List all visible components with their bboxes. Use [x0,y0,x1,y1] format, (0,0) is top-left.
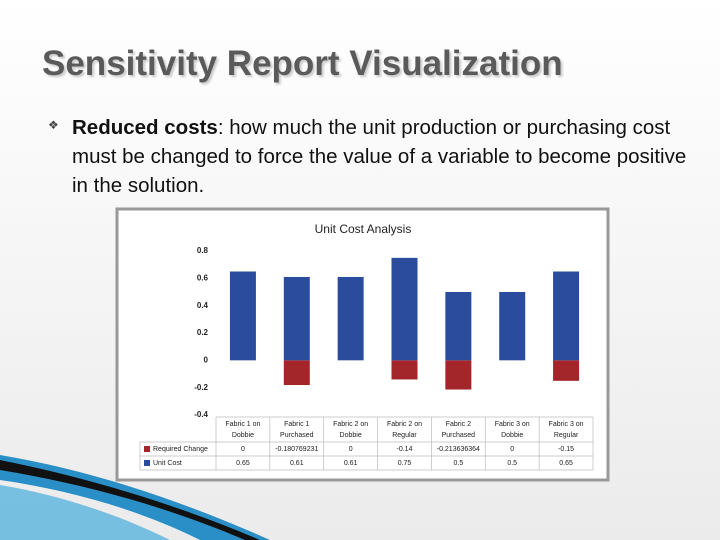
table-value: 0.61 [290,460,304,467]
bar [391,360,418,380]
x-tick-label: Fabric 2 Purchased [442,421,476,439]
x-tick-label: Fabric 3 on Dobbie [495,421,530,439]
y-tick-label: 0.2 [197,328,209,337]
legend-label: Unit Cost [153,460,182,467]
y-tick-label: 0.8 [197,246,209,255]
table-value: 0 [349,446,353,453]
y-tick-label: -0.2 [194,383,208,392]
bullet-text: Reduced costs: how much the unit product… [72,113,692,200]
y-tick-label: 0.6 [197,273,209,282]
slide-title: Sensitivity Report Visualization [42,44,563,83]
bar [499,292,526,361]
table-value: -0.14 [397,446,413,453]
table-value: 0.75 [398,460,412,467]
x-tick-label: Fabric 2 on Dobbie [333,421,368,439]
bullet-term: Reduced costs [72,116,218,139]
x-tick-label: Fabric 3 on Regular [549,421,584,439]
table-value: -0.180769231 [275,446,318,453]
bar [283,276,310,361]
chart-title: Unit Cost Analysis [315,222,412,236]
bar [553,360,580,381]
x-tick-label: Fabric 2 on Regular [387,421,422,439]
y-tick-label: -0.4 [194,410,208,419]
legend-swatch [144,446,150,452]
table-value: -0.15 [558,446,574,453]
y-tick-label: 0.4 [197,301,209,310]
bar [445,292,472,361]
bar [229,271,256,361]
table-value: 0.65 [559,460,573,467]
bar [283,360,310,386]
table-value: 0.65 [236,460,250,467]
bullet-icon: ❖ [48,118,59,132]
legend-swatch [144,460,150,466]
bullet-body: : how much the unit production or purcha… [72,116,687,197]
x-tick-label: Fabric 1 on Dobbie [225,421,260,439]
x-tick-label: Fabric 1 Purchased [280,421,314,439]
table-value: 0 [510,446,514,453]
table-value: 0.5 [507,460,517,467]
bar [445,360,472,390]
bar [553,271,580,361]
table-value: 0.61 [344,460,358,467]
y-tick-label: 0 [204,355,209,364]
table-value: 0.5 [453,460,463,467]
legend-label: Required Change [153,446,208,453]
table-value: 0 [241,446,245,453]
bar [337,276,364,361]
table-value: -0.213636364 [437,446,480,453]
bar [391,257,418,361]
